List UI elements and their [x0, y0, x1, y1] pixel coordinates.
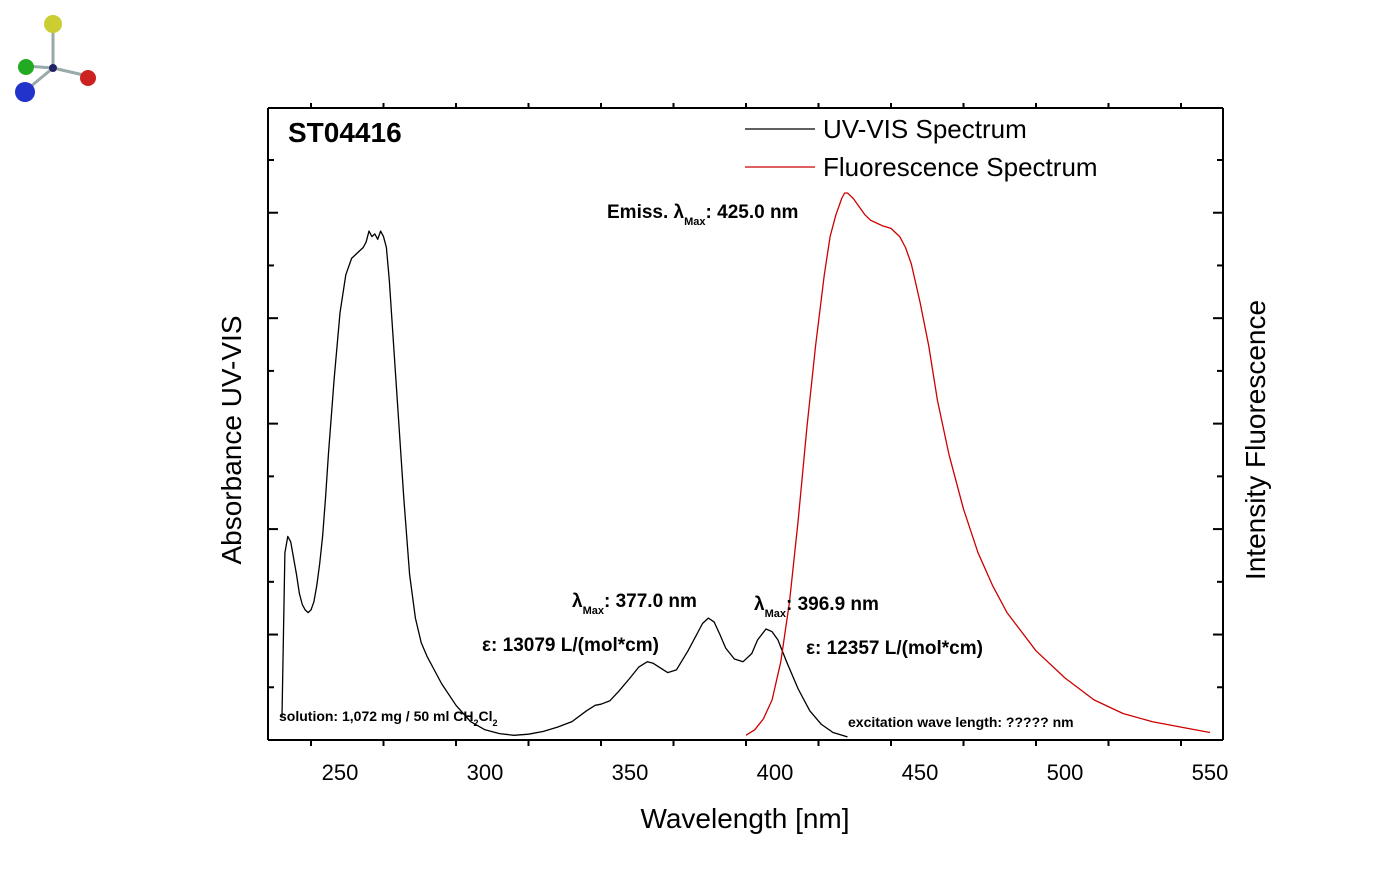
x-tick-label: 300: [467, 760, 504, 785]
annotation-epsilon-396: ε: 12357 L/(mol*cm): [806, 638, 983, 659]
annotation-solution: solution: 1,072 mg / 50 ml CH2Cl2: [279, 708, 498, 728]
annotation-peak-396: λMax: 396.9 nm: [754, 594, 879, 620]
logo-atom-yellow: [44, 15, 62, 33]
x-axis-title: Wavelength [nm]: [640, 803, 849, 834]
annotation-emission: Emiss. λMax: 425.0 nm: [607, 202, 798, 228]
series-line-fluorescence: [745, 192, 1211, 736]
x-tick-label: 450: [902, 760, 939, 785]
y-axis-right-title: Intensity Fluorescence: [1240, 300, 1271, 580]
annotation-excitation: excitation wave length: ????? nm: [848, 714, 1074, 730]
y-axis-left-title: Absorbance UV-VIS: [216, 315, 247, 564]
logo-atom-blue: [15, 82, 35, 102]
series-line-uvvis: [281, 230, 848, 738]
annotation-epsilon-377: ε: 13079 L/(mol*cm): [482, 635, 659, 656]
x-tick-label: 400: [757, 760, 794, 785]
logo-atom-center: [49, 64, 57, 72]
series-layer: [281, 192, 1211, 738]
annotation-peak-377: λMax: 377.0 nm: [572, 591, 697, 617]
axis-ticks: 250 300 350 400 450 500 550: [268, 103, 1228, 785]
x-tick-label: 350: [612, 760, 649, 785]
molecule-logo: [15, 15, 96, 102]
x-tick-label: 500: [1047, 760, 1084, 785]
legend: UV-VIS Spectrum Fluorescence Spectrum: [745, 114, 1098, 182]
legend-label-fluorescence: Fluorescence Spectrum: [823, 152, 1098, 182]
legend-label-uvvis: UV-VIS Spectrum: [823, 114, 1027, 144]
logo-atom-red: [80, 70, 96, 86]
x-tick-label: 550: [1192, 760, 1229, 785]
logo-atom-green: [18, 59, 34, 75]
x-tick-label: 250: [322, 760, 359, 785]
chart-title: ST04416: [288, 117, 402, 148]
